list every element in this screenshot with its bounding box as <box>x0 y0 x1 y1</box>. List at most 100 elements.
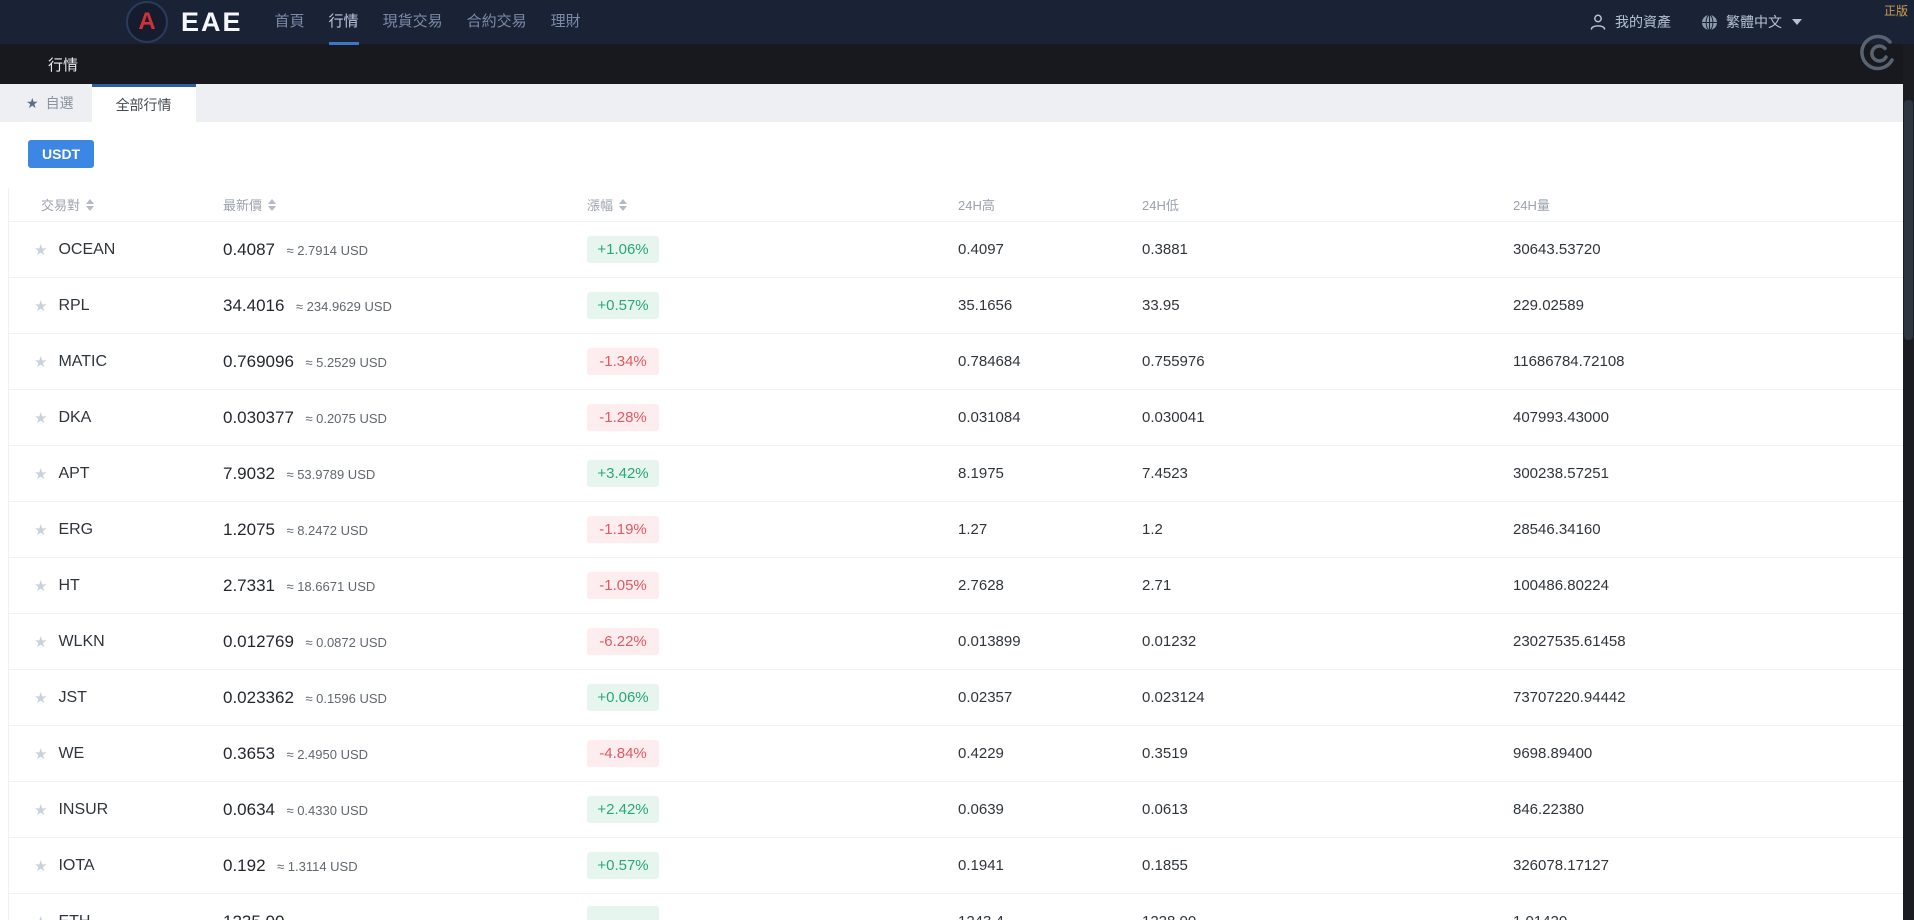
favorite-star-icon[interactable]: ★ <box>34 353 48 371</box>
price-cell: 0.023362 ≈ 0.1596 USD <box>223 688 587 708</box>
volume-value: 407993.43000 <box>1513 409 1609 426</box>
price-value: 0.023362 <box>223 687 294 707</box>
favorite-star-icon[interactable]: ★ <box>34 465 48 483</box>
table-row[interactable]: ★ WE 0.3653 ≈ 2.4950 USD -4.84% 0.4229 0… <box>9 726 1905 782</box>
volume-value: 11686784.72108 <box>1513 353 1625 370</box>
tab-all-markets[interactable]: 全部行情 <box>91 84 196 122</box>
language-selector[interactable]: 繁體中文 <box>1701 12 1802 32</box>
favorite-star-icon[interactable]: ★ <box>34 745 48 763</box>
quote-filter-usdt-button[interactable]: USDT <box>28 140 95 168</box>
table-row[interactable]: ★ RPL 34.4016 ≈ 234.9629 USD +0.57% 35.1… <box>9 278 1905 334</box>
column-header-pair[interactable]: 交易對 <box>34 195 223 214</box>
favorite-star-icon[interactable]: ★ <box>34 241 48 259</box>
table-row[interactable]: ★ HT 2.7331 ≈ 18.6671 USD -1.05% 2.7628 … <box>9 558 1905 614</box>
table-row[interactable]: ★ MATIC 0.769096 ≈ 5.2529 USD -1.34% 0.7… <box>9 334 1905 390</box>
column-header-24h-low: 24H低 <box>1142 195 1513 214</box>
price-cell: 0.3653 ≈ 2.4950 USD <box>223 744 587 764</box>
favorite-star-icon[interactable]: ★ <box>34 577 48 595</box>
favorite-star-icon[interactable]: ★ <box>34 913 47 920</box>
low-value: 0.0613 <box>1142 801 1188 818</box>
market-table-body: ★ OCEAN 0.4087 ≈ 2.7914 USD +1.06% 0.409… <box>9 222 1905 920</box>
pair-cell: ★ OCEAN <box>34 241 223 259</box>
volume-value: 100486.80224 <box>1513 577 1609 594</box>
favorite-star-icon[interactable]: ★ <box>34 633 48 651</box>
pair-name: IOTA <box>58 856 95 874</box>
price-cell: 0.4087 ≈ 2.7914 USD <box>223 240 587 260</box>
price-approx-usd: ≈ 0.0872 USD <box>305 634 387 650</box>
low-value: 0.023124 <box>1142 689 1205 706</box>
price-value: 0.192 <box>223 855 266 875</box>
price-cell: 0.192 ≈ 1.3114 USD <box>223 856 587 876</box>
pair-name: WE <box>58 744 85 762</box>
favorite-star-icon[interactable]: ★ <box>34 521 48 539</box>
scrollbar-thumb[interactable] <box>1904 100 1913 340</box>
nav-item-home[interactable]: 首頁 <box>274 13 305 30</box>
nav-item-finance[interactable]: 理財 <box>550 13 581 30</box>
high-value: 35.1656 <box>958 297 1013 314</box>
volume-value: 300238.57251 <box>1513 465 1609 482</box>
table-row[interactable]: ★ APT 7.9032 ≈ 53.9789 USD +3.42% 8.1975… <box>9 446 1905 502</box>
price-value: 1235.00 <box>223 912 284 920</box>
change-cell: -1.19% <box>587 516 958 543</box>
column-header-24h-volume: 24H量 <box>1513 195 1905 214</box>
volume-value: 30643.53720 <box>1513 241 1601 258</box>
pair-name: HT <box>58 576 80 594</box>
pair-name: DKA <box>58 408 92 426</box>
pair-name: JST <box>58 688 87 706</box>
my-assets-link[interactable]: 我的資產 <box>1589 12 1671 32</box>
nav-item-markets[interactable]: 行情 <box>329 0 359 44</box>
volume-value: 23027535.61458 <box>1513 633 1626 650</box>
nav-item-contract-trading[interactable]: 合約交易 <box>466 13 527 30</box>
brand-logo[interactable]: A EAE <box>126 1 243 43</box>
volume-value: 73707220.94442 <box>1513 689 1626 706</box>
favorite-star-icon[interactable]: ★ <box>34 801 48 819</box>
change-cell: +0.57% <box>587 292 958 319</box>
favorite-star-icon[interactable]: ★ <box>34 409 48 427</box>
change-cell: -1.28% <box>587 404 958 431</box>
favorite-star-icon[interactable]: ★ <box>34 857 48 875</box>
pair-cell: ★ HT <box>34 577 223 595</box>
price-value: 2.7331 <box>223 575 275 595</box>
pair-cell: ★ RPL <box>34 297 223 315</box>
favorite-star-icon[interactable]: ★ <box>34 689 48 707</box>
navbar-right: 我的資產 繁體中文 <box>1589 12 1802 32</box>
table-row[interactable]: ★ JST 0.023362 ≈ 0.1596 USD +0.06% 0.023… <box>9 670 1905 726</box>
price-approx-usd: ≈ 8.2472 USD <box>286 522 369 538</box>
price-approx-usd: ≈ 18.6671 USD <box>286 578 376 594</box>
price-approx-usd: ≈ 0.2075 USD <box>305 410 387 426</box>
price-approx-usd: ≈ 2.4950 USD <box>286 746 369 762</box>
table-row[interactable]: ★ OCEAN 0.4087 ≈ 2.7914 USD +1.06% 0.409… <box>9 222 1905 278</box>
main-nav: 首頁 行情 現貨交易 合約交易 理財 <box>275 0 581 44</box>
vertical-scrollbar[interactable] <box>1903 44 1914 920</box>
change-badge: -1.05% <box>587 572 659 599</box>
price-cell: 2.7331 ≈ 18.6671 USD <box>223 576 587 596</box>
tab-favorites[interactable]: ★ 自選 <box>8 84 92 122</box>
table-row[interactable]: ★ WLKN 0.012769 ≈ 0.0872 USD -6.22% 0.01… <box>9 614 1905 670</box>
table-row[interactable]: ★ ERG 1.2075 ≈ 8.2472 USD -1.19% 1.27 1.… <box>9 502 1905 558</box>
table-row[interactable]: ★ DKA 0.030377 ≈ 0.2075 USD -1.28% 0.031… <box>9 390 1905 446</box>
table-row[interactable]: ★ INSUR 0.0634 ≈ 0.4330 USD +2.42% 0.063… <box>9 782 1905 838</box>
price-approx-usd: ≈ 5.2529 USD <box>305 354 387 370</box>
change-badge: -1.19% <box>587 516 659 543</box>
high-value: 1243.4 <box>958 913 1142 920</box>
high-value: 0.031084 <box>958 409 1021 426</box>
change-cell: +3.42% <box>587 460 958 487</box>
price-cell: 34.4016 ≈ 234.9629 USD <box>223 296 587 316</box>
low-value: 0.01232 <box>1142 633 1197 650</box>
sort-arrows-icon <box>268 198 277 211</box>
table-row[interactable]: ★ ETH 1235.00 1243.4 1228.00 1.01420 <box>9 894 1905 920</box>
column-header-change[interactable]: 漲幅 <box>587 195 958 214</box>
nav-item-spot-trading[interactable]: 現貨交易 <box>382 13 443 30</box>
star-icon: ★ <box>26 94 39 111</box>
low-value: 0.3519 <box>1142 745 1188 762</box>
table-row[interactable]: ★ IOTA 0.192 ≈ 1.3114 USD +0.57% 0.1941 … <box>9 838 1905 894</box>
high-value: 0.0639 <box>958 801 1004 818</box>
column-header-24h-volume-label: 24H量 <box>1513 198 1550 213</box>
price-cell: 0.0634 ≈ 0.4330 USD <box>223 800 587 820</box>
price-value: 34.4016 <box>223 295 285 315</box>
favorite-star-icon[interactable]: ★ <box>34 297 48 315</box>
change-cell: -1.05% <box>587 572 958 599</box>
column-header-last-price[interactable]: 最新價 <box>223 195 587 214</box>
circular-c-icon[interactable] <box>1858 32 1902 76</box>
